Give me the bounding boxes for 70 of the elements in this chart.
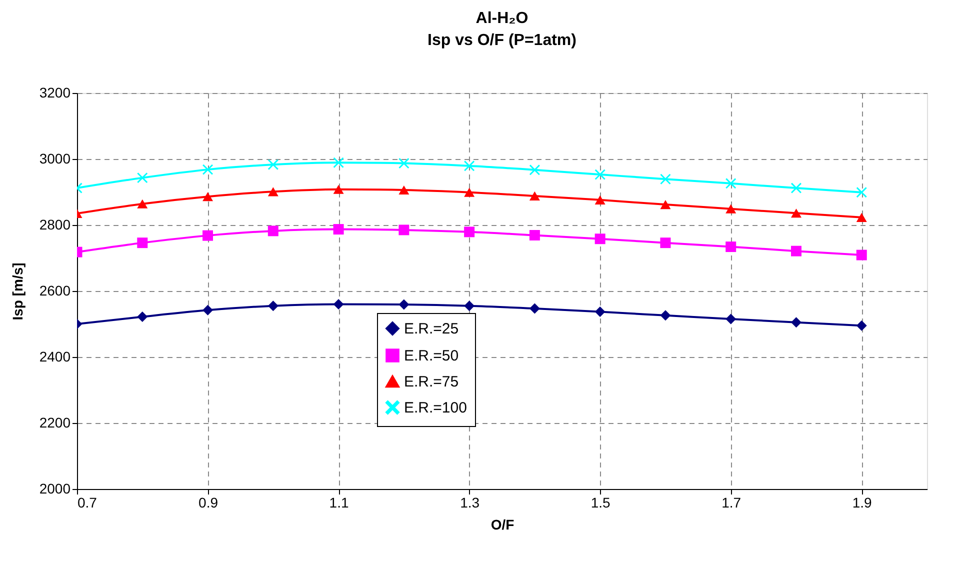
point (529, 303, 540, 314)
x-axis-title: O/F (490, 516, 515, 532)
point (202, 304, 214, 316)
point (333, 184, 344, 194)
chart-title: Al-H₂O (476, 10, 528, 27)
point (594, 234, 606, 244)
point (202, 164, 214, 175)
point (333, 157, 344, 168)
y-tick-label: 3000 (39, 150, 71, 166)
point (137, 238, 148, 248)
legend-label: E.R.=50 (404, 348, 459, 364)
point (398, 299, 410, 310)
x-tick-label: 1.3 (460, 494, 480, 510)
y-tick-label: 3200 (39, 84, 71, 100)
point (529, 164, 540, 176)
point (726, 242, 736, 252)
point (137, 172, 148, 184)
y-axis-title: Isp [m/s] (9, 262, 26, 320)
point (464, 188, 475, 197)
x-tick-label: 0.9 (198, 494, 218, 510)
legend-label: E.R.=100 (404, 400, 467, 416)
point (268, 159, 278, 170)
y-tick-label: 2200 (39, 414, 71, 430)
x-tick-label: 1.7 (722, 494, 742, 510)
point (856, 212, 867, 222)
point (333, 298, 344, 310)
point (594, 169, 606, 180)
point (790, 208, 802, 218)
point (268, 226, 278, 236)
point (594, 195, 606, 204)
x-tick-label: 0.7 (78, 494, 98, 510)
point (726, 178, 736, 189)
point (137, 199, 148, 208)
point (594, 306, 606, 318)
x-tick-label: 1.5 (590, 494, 611, 510)
x-tick-label: 1.1 (329, 494, 349, 510)
y-tick-label: 2600 (39, 282, 71, 298)
x-tick-label: 1.9 (852, 494, 872, 510)
y-tick-label: 2400 (39, 348, 71, 364)
point (790, 246, 802, 256)
point (202, 230, 214, 241)
point (660, 174, 671, 184)
legend-label: E.R.=75 (404, 374, 459, 390)
point (856, 320, 867, 331)
point (398, 185, 410, 195)
point (464, 226, 475, 238)
point (790, 317, 802, 328)
point (333, 224, 344, 235)
point (856, 250, 867, 260)
point (726, 314, 736, 324)
chart-subtitle: Isp vs O/F (P=1atm) (428, 32, 576, 49)
y-tick-label: 2800 (39, 216, 71, 232)
point (856, 187, 867, 198)
point (398, 224, 410, 236)
point (398, 158, 410, 169)
point (202, 192, 214, 202)
y-tick-label: 2000 (39, 480, 71, 496)
point (660, 238, 671, 248)
point (726, 204, 736, 214)
point (790, 182, 802, 194)
point (660, 310, 671, 321)
point (137, 311, 148, 322)
point (529, 191, 540, 200)
legend-label: E.R.=25 (404, 320, 459, 338)
point (464, 300, 475, 312)
point (268, 300, 278, 312)
point (529, 230, 540, 240)
point (464, 160, 475, 172)
point (268, 187, 278, 196)
point (660, 200, 671, 210)
